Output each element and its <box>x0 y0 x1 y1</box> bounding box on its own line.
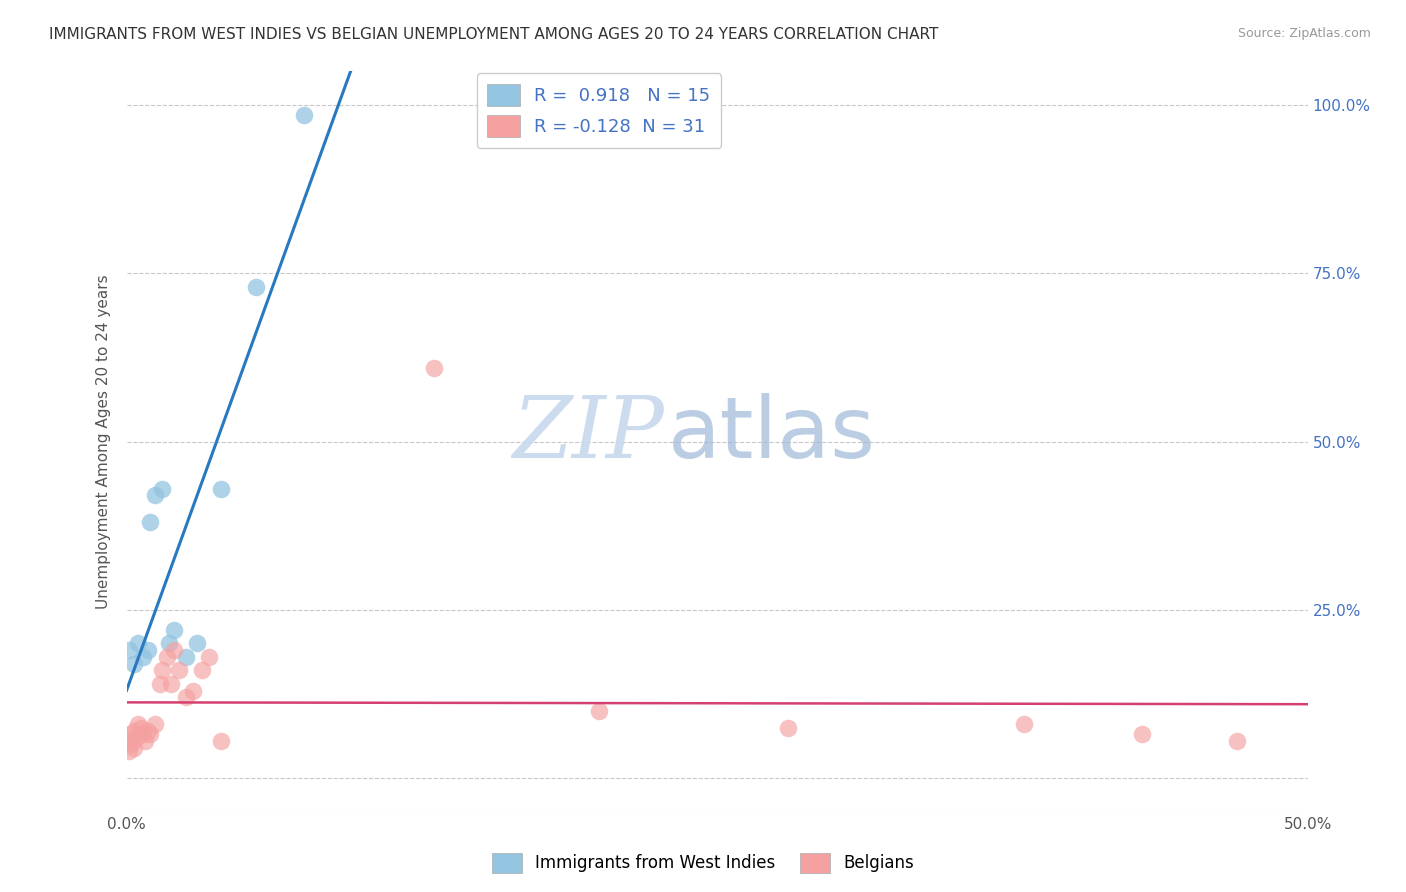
Point <box>136 723 159 738</box>
Point <box>139 516 162 530</box>
Legend: R =  0.918   N = 15, R = -0.128  N = 31: R = 0.918 N = 15, R = -0.128 N = 31 <box>477 73 721 148</box>
Point <box>181 683 204 698</box>
Point <box>120 738 142 752</box>
Point <box>127 636 149 650</box>
Point <box>163 643 186 657</box>
Point <box>198 649 221 664</box>
Point <box>150 482 173 496</box>
Point <box>118 744 141 758</box>
Point <box>1012 717 1035 731</box>
Point <box>174 649 197 664</box>
Point <box>125 731 148 745</box>
Point <box>157 636 180 650</box>
Point <box>163 623 186 637</box>
Point <box>191 664 214 678</box>
Point <box>156 649 179 664</box>
Text: ZIP: ZIP <box>512 392 664 475</box>
Legend: Immigrants from West Indies, Belgians: Immigrants from West Indies, Belgians <box>485 847 921 880</box>
Point <box>150 664 173 678</box>
Point <box>136 643 159 657</box>
Point <box>118 734 141 748</box>
Point <box>776 721 799 735</box>
Point <box>1130 727 1153 741</box>
Text: IMMIGRANTS FROM WEST INDIES VS BELGIAN UNEMPLOYMENT AMONG AGES 20 TO 24 YEARS CO: IMMIGRANTS FROM WEST INDIES VS BELGIAN U… <box>49 27 939 42</box>
Point <box>118 643 141 657</box>
Point <box>134 734 156 748</box>
Point <box>422 360 444 375</box>
Point <box>160 677 183 691</box>
Point <box>245 279 267 293</box>
Point <box>588 704 610 718</box>
Point <box>122 657 145 671</box>
Point <box>132 727 155 741</box>
Point <box>122 740 145 755</box>
Point <box>129 721 152 735</box>
Point <box>139 727 162 741</box>
Point <box>122 723 145 738</box>
Point <box>127 717 149 731</box>
Point <box>186 636 208 650</box>
Point <box>209 482 232 496</box>
Point <box>143 488 166 502</box>
Point <box>174 690 197 705</box>
Point <box>167 664 190 678</box>
Point <box>143 717 166 731</box>
Point <box>132 649 155 664</box>
Point <box>292 108 315 122</box>
Text: Source: ZipAtlas.com: Source: ZipAtlas.com <box>1237 27 1371 40</box>
Point <box>209 734 232 748</box>
Y-axis label: Unemployment Among Ages 20 to 24 years: Unemployment Among Ages 20 to 24 years <box>96 274 111 609</box>
Point <box>120 727 142 741</box>
Point <box>149 677 172 691</box>
Text: atlas: atlas <box>668 392 876 475</box>
Point <box>1226 734 1249 748</box>
